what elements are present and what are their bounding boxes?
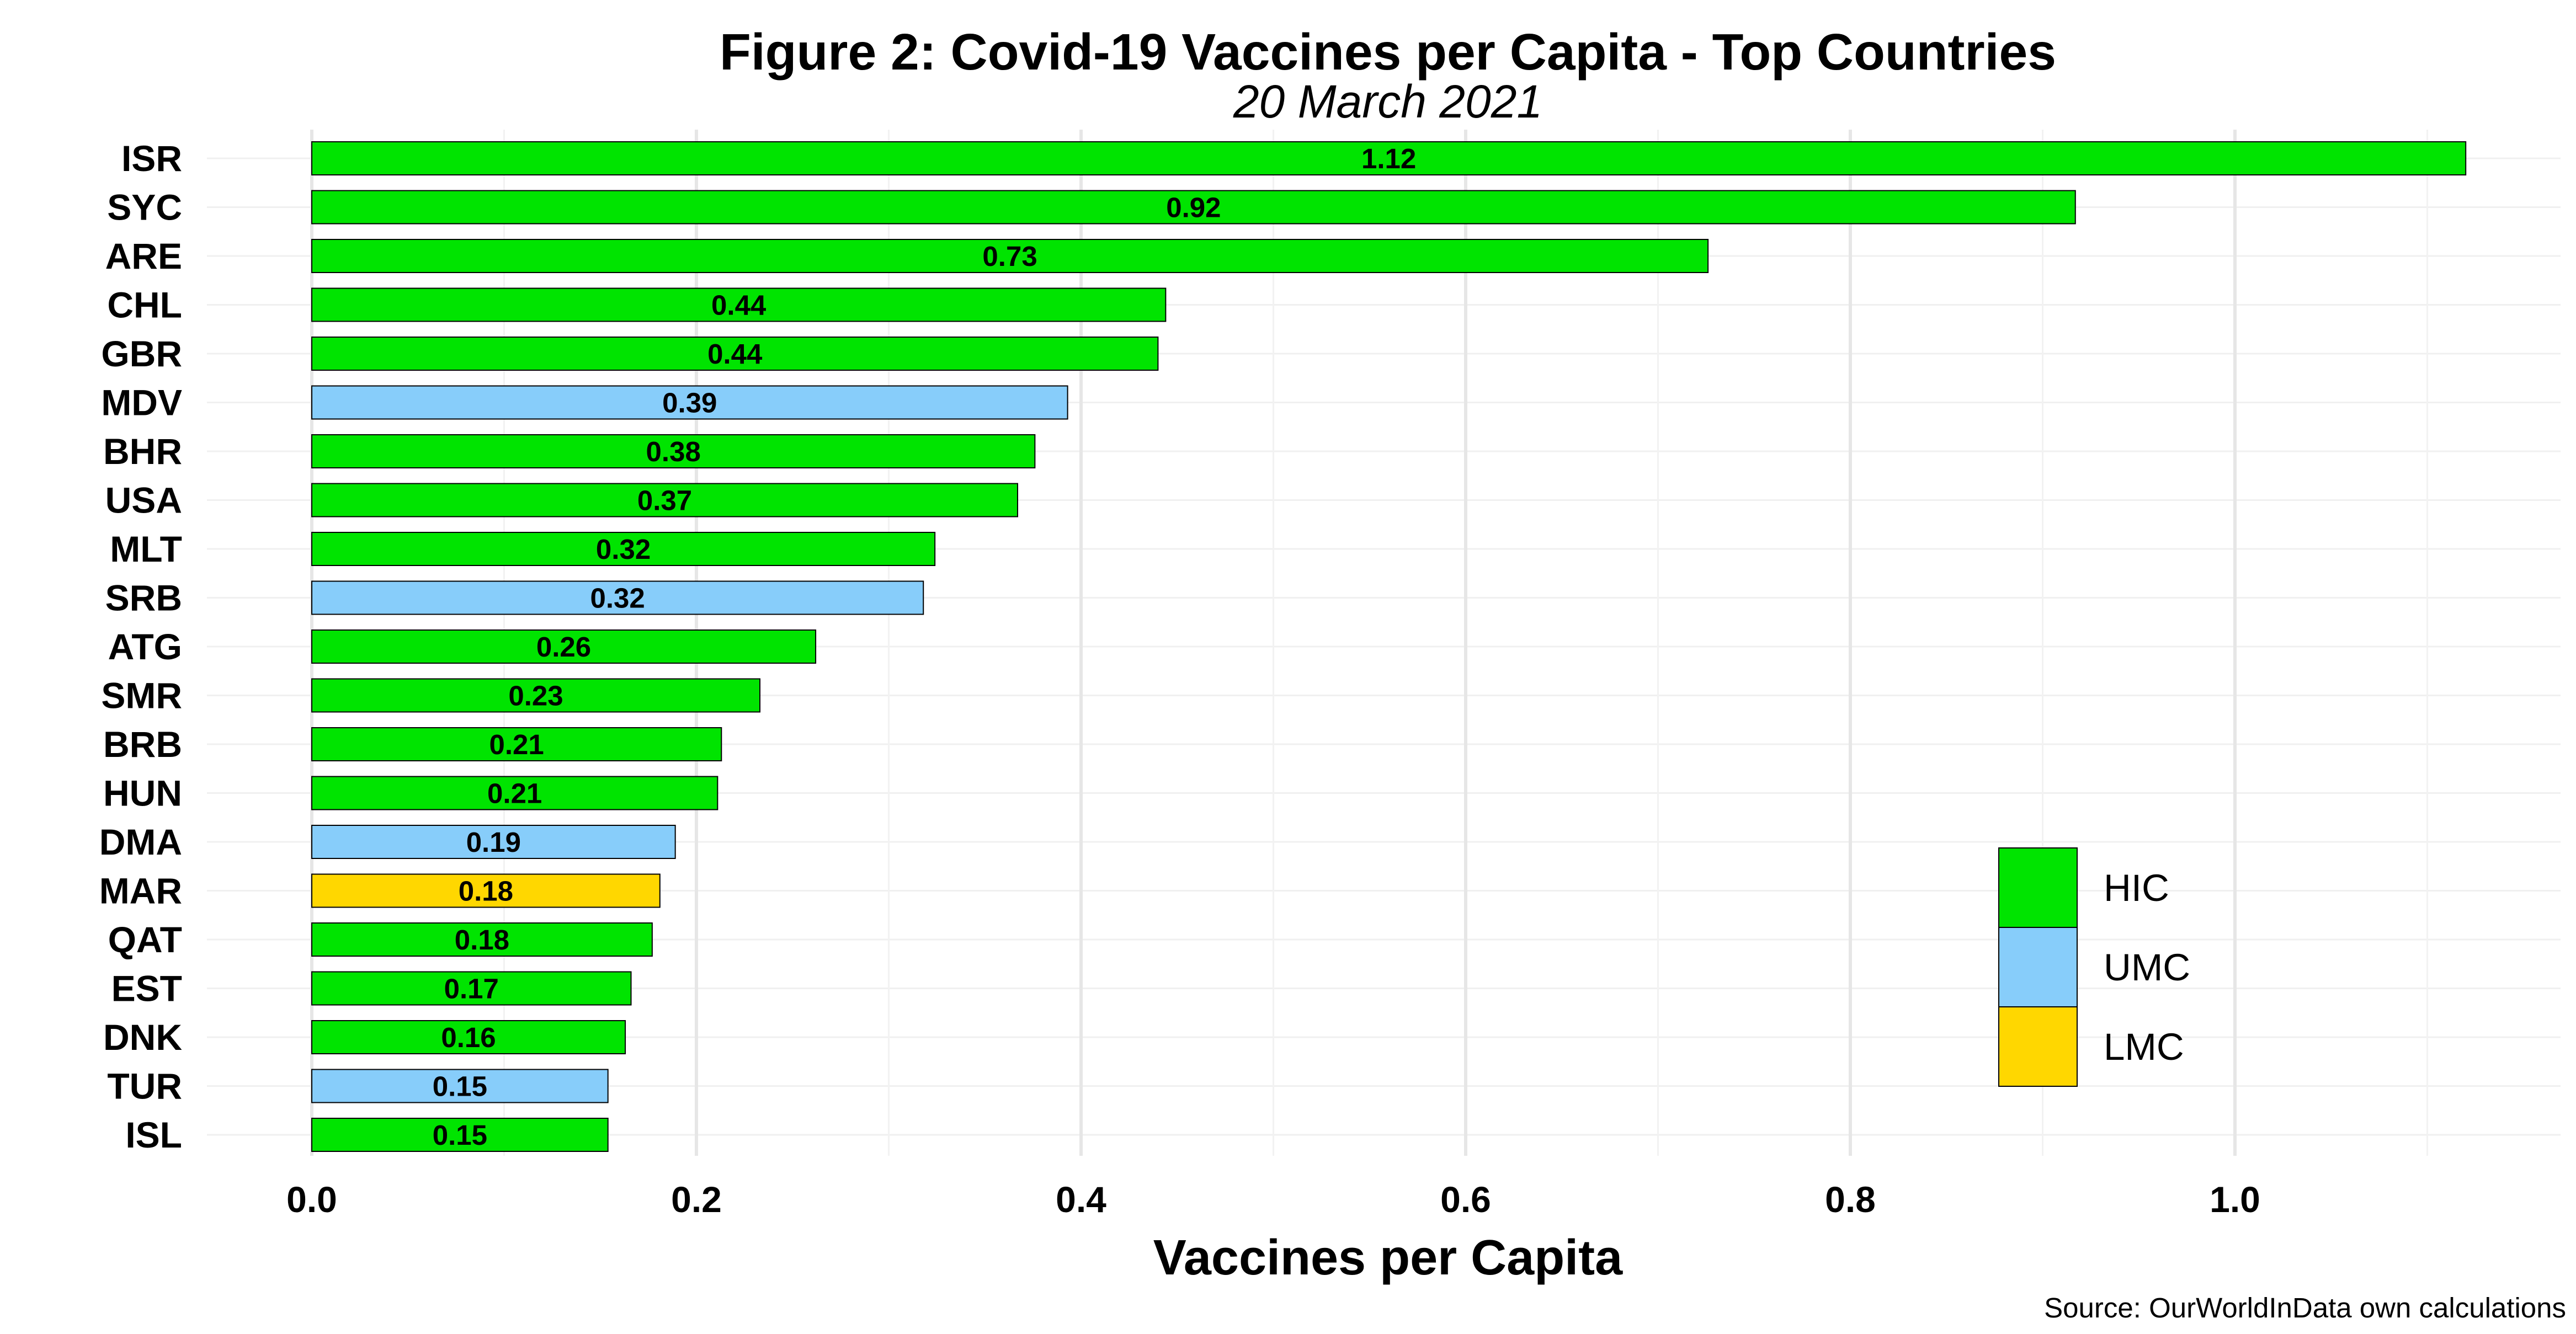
x-axis-title: Vaccines per Capita	[1153, 1230, 1623, 1285]
x-tick-label: 0.0	[286, 1179, 337, 1220]
bar-usa	[311, 483, 1018, 517]
bar-mar	[311, 873, 661, 908]
data-label: 0.15	[433, 1071, 487, 1102]
bar-brb	[311, 727, 722, 761]
y-tick-label: ATG	[108, 626, 182, 667]
bar-are	[311, 239, 1709, 273]
bar-atg	[311, 629, 817, 664]
x-tick-label: 0.8	[1825, 1179, 1876, 1220]
y-tick-label: ISR	[121, 138, 182, 179]
legend: HIC UMC LMC	[1998, 847, 2190, 1087]
chart-title: Figure 2: Covid-19 Vaccines per Capita -…	[720, 23, 2056, 81]
y-tick-label: MDV	[101, 382, 182, 423]
labels: ISR 1.12 SYC 0.92 ARE 0.73 CHL 0.44 GBR 0.44 MDV 0.…	[99, 138, 2260, 1220]
data-label: 0.38	[646, 436, 701, 467]
data-label: 0.44	[707, 338, 763, 370]
legend-key-hic	[1998, 847, 2078, 928]
y-tick-label: ISL	[125, 1114, 182, 1155]
data-label: 0.32	[590, 583, 645, 614]
legend-key-lmc	[1998, 1006, 2078, 1087]
bar-qat	[311, 922, 653, 957]
y-tick-label: TUR	[107, 1066, 182, 1107]
y-tick-label: EST	[111, 968, 182, 1009]
data-label: 0.17	[444, 973, 499, 1005]
y-tick-label: BHR	[103, 431, 182, 472]
data-label: 0.37	[637, 485, 692, 516]
bar-chl	[311, 287, 1167, 322]
y-tick-label: USA	[105, 480, 182, 521]
data-label: 0.18	[455, 924, 509, 956]
y-tick-label: ARE	[105, 236, 182, 276]
data-label: 0.32	[596, 533, 651, 565]
y-tick-label: DMA	[99, 821, 182, 862]
data-label: 0.39	[662, 387, 717, 419]
data-label: 0.92	[1166, 192, 1221, 223]
bar-bhr	[311, 434, 1036, 468]
y-tick-label: SYC	[107, 187, 182, 228]
data-label: 0.15	[433, 1119, 487, 1151]
legend-label-umc: UMC	[2104, 946, 2190, 989]
chart-subtitle: 20 March 2021	[1233, 76, 1542, 127]
bar-isl	[311, 1118, 609, 1152]
bar-tur	[311, 1069, 609, 1103]
data-label: 0.19	[466, 826, 521, 858]
bar-est	[311, 971, 632, 1006]
legend-label-lmc: LMC	[2104, 1026, 2184, 1068]
bar-isr	[311, 141, 2467, 175]
y-tick-label: CHL	[107, 285, 182, 326]
bars	[311, 141, 2467, 1152]
data-label: 1.12	[1361, 143, 1416, 174]
bar-smr	[311, 678, 761, 713]
bar-dnk	[311, 1020, 626, 1054]
bar-gbr	[311, 337, 1159, 371]
y-tick-label: DNK	[103, 1017, 182, 1058]
data-label: 0.18	[459, 876, 513, 907]
bar-mlt	[311, 532, 936, 566]
bar-srb	[311, 580, 924, 615]
data-label: 0.73	[982, 241, 1037, 272]
bar-hun	[311, 776, 718, 810]
y-tick-label: HUN	[103, 773, 182, 814]
bar-syc	[311, 190, 2076, 225]
data-label: 0.16	[441, 1022, 496, 1053]
data-label: 0.26	[536, 631, 591, 663]
y-tick-label: MAR	[99, 871, 182, 911]
data-label: 0.44	[711, 290, 767, 321]
y-tick-label: SRB	[105, 578, 182, 618]
y-tick-label: BRB	[103, 724, 182, 765]
y-tick-label: SMR	[101, 675, 182, 716]
x-tick-label: 0.2	[671, 1179, 722, 1220]
y-tick-label: GBR	[101, 333, 182, 374]
x-tick-label: 1.0	[2210, 1179, 2260, 1220]
bar-dma	[311, 825, 676, 859]
bar-mdv	[311, 385, 1068, 420]
data-label: 0.21	[489, 729, 544, 760]
x-tick-label: 0.4	[1056, 1179, 1106, 1220]
y-tick-label: MLT	[110, 529, 182, 569]
y-tick-label: QAT	[108, 919, 182, 960]
data-label: 0.23	[508, 680, 563, 712]
x-tick-label: 0.6	[1440, 1179, 1491, 1220]
legend-key-umc	[1998, 927, 2078, 1007]
source-caption: Source: OurWorldInData own calculations	[2044, 1292, 2566, 1324]
data-label: 0.21	[487, 778, 542, 809]
legend-label-hic: HIC	[2104, 867, 2169, 909]
